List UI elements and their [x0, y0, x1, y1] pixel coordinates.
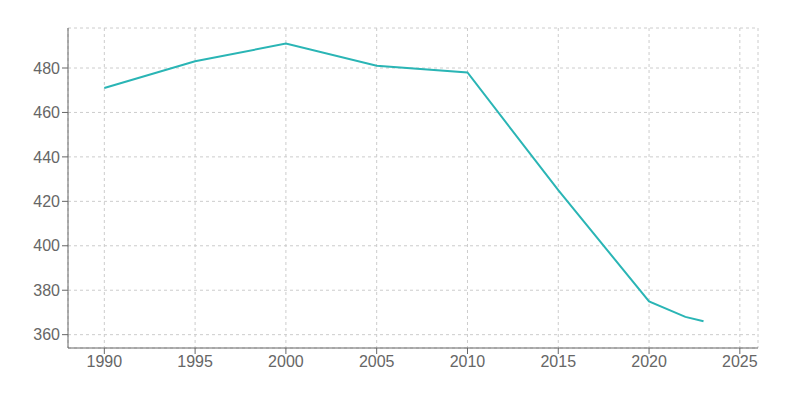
svg-text:380: 380 — [33, 282, 60, 299]
svg-text:480: 480 — [33, 60, 60, 77]
svg-text:400: 400 — [33, 237, 60, 254]
svg-text:420: 420 — [33, 193, 60, 210]
svg-text:2015: 2015 — [540, 353, 576, 370]
svg-text:440: 440 — [33, 149, 60, 166]
svg-text:360: 360 — [33, 326, 60, 343]
svg-text:2025: 2025 — [722, 353, 758, 370]
svg-text:1990: 1990 — [87, 353, 123, 370]
svg-text:2005: 2005 — [359, 353, 395, 370]
svg-text:2020: 2020 — [631, 353, 667, 370]
svg-text:460: 460 — [33, 104, 60, 121]
svg-text:2010: 2010 — [450, 353, 486, 370]
svg-text:1995: 1995 — [177, 353, 213, 370]
svg-text:2000: 2000 — [268, 353, 304, 370]
